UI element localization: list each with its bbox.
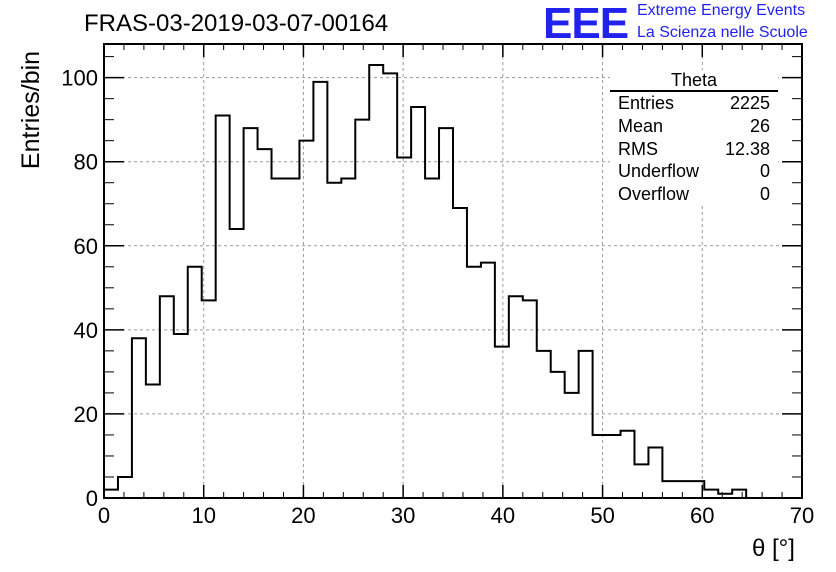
histogram-bin [118, 477, 132, 498]
x-tick-label: 0 [98, 503, 110, 528]
logo-text-line1: Extreme Energy Events [637, 2, 806, 19]
histogram-bin [383, 73, 397, 498]
histogram-bin [146, 385, 160, 499]
y-tick-label: 20 [74, 402, 98, 427]
histogram-bin [216, 115, 230, 498]
histogram-bin [662, 481, 676, 498]
histogram-bin [313, 82, 327, 498]
x-tick-label: 40 [491, 503, 515, 528]
x-tick-label: 20 [291, 503, 315, 528]
histogram-bin [341, 179, 355, 498]
stats-label: Overflow [618, 184, 690, 205]
histogram-bin [327, 183, 341, 498]
chart-title: FRAS-03-2019-03-07-00164 [84, 10, 389, 37]
stats-row-mean: Mean 26 [610, 115, 778, 138]
x-axis-label: θ [°] [752, 535, 795, 562]
x-tick-label: 50 [590, 503, 614, 528]
stats-label: Underflow [618, 161, 700, 182]
histogram-bin [299, 141, 313, 498]
stats-value: 2225 [729, 93, 770, 113]
histogram-line [104, 64, 802, 499]
stats-title: Theta [610, 70, 778, 92]
histogram-bin [704, 490, 718, 498]
stats-label: Entries [618, 93, 675, 113]
y-tick-label: 60 [74, 234, 98, 259]
histogram-bin [244, 128, 258, 498]
stats-label: RMS [618, 138, 658, 159]
eee-logo-mark: EEE [543, 0, 629, 48]
histogram-bin [132, 338, 146, 498]
y-tick-label: 100 [61, 66, 98, 91]
stats-value: 12.38 [724, 138, 770, 159]
histogram-bin [188, 267, 202, 498]
histogram-bin [411, 107, 425, 498]
histogram-bin [648, 448, 662, 498]
histogram-bin [439, 128, 453, 498]
histogram-bin [565, 393, 579, 498]
histogram-bin [355, 120, 369, 498]
stats-row-overflow: Overflow 0 [610, 183, 778, 206]
histogram-bin [593, 435, 607, 498]
histogram-bin [104, 490, 118, 498]
x-tick-label: 30 [391, 503, 415, 528]
stats-row-underflow: Underflow 0 [610, 160, 778, 183]
plot-frame [103, 43, 803, 499]
stats-row-entries: Entries 2225 [610, 92, 778, 115]
histogram-bin [621, 431, 635, 498]
histogram-bin [676, 481, 690, 498]
stats-label: Mean [618, 115, 664, 136]
histogram-bin [579, 351, 593, 498]
histogram-bin [481, 263, 495, 498]
y-tick-label: 0 [86, 486, 98, 511]
histogram-bin [425, 179, 439, 498]
y-axis-label: Entries/bin [17, 50, 45, 170]
histogram-bin [285, 179, 299, 498]
histogram-bin [160, 296, 174, 498]
histogram-bin [509, 296, 523, 498]
histogram-bin [551, 372, 565, 498]
x-tick-label: 60 [690, 503, 714, 528]
histogram-bin [453, 208, 467, 498]
histogram-bin [230, 229, 244, 498]
histogram-bin [369, 65, 383, 498]
eee-logo: EEE Extreme Energy Events La Scienza nel… [543, 0, 836, 48]
histogram-bin [732, 490, 746, 498]
stats-row-rms: RMS 12.38 [610, 138, 778, 161]
x-tick-label: 10 [191, 503, 215, 528]
histogram-bin [467, 267, 481, 498]
histogram-bin [634, 464, 648, 498]
stats-value: 0 [759, 184, 770, 205]
histogram-bin [537, 351, 551, 498]
histogram-bin [495, 347, 509, 498]
logo-text-line2: La Scienza nelle Scuole [637, 24, 808, 41]
stats-value: 0 [759, 161, 770, 182]
stats-box: Theta Entries 2225 Mean 26 RMS 12.38 Und… [610, 70, 778, 206]
histogram-bin [397, 158, 411, 499]
histogram-bin [258, 149, 272, 498]
x-tick-label: 70 [790, 503, 814, 528]
stats-value: 26 [749, 115, 770, 136]
histogram-bin [272, 179, 286, 498]
y-tick-label: 40 [74, 318, 98, 343]
y-tick-label: 80 [74, 150, 98, 175]
histogram-bin [607, 435, 621, 498]
histogram-bin [174, 334, 188, 498]
